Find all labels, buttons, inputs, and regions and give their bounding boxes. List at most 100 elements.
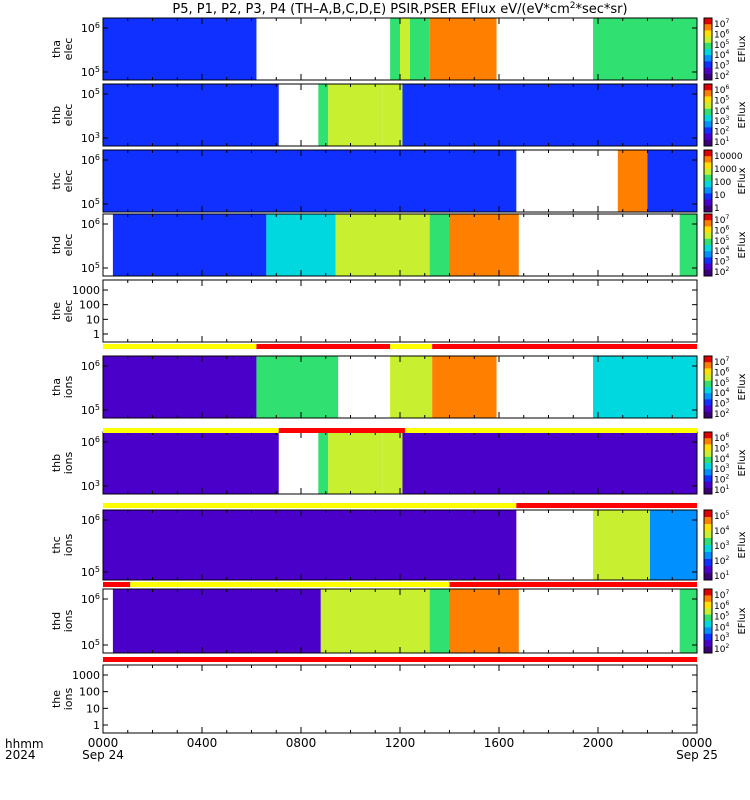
y-tick-label: 103 <box>81 479 100 493</box>
mode-bar-segment <box>103 503 517 508</box>
y-tick-label: 106 <box>81 359 100 373</box>
colorbar-tick-label: 103 <box>714 540 729 552</box>
title-tail: *sec*sr) <box>575 2 627 17</box>
colorbar-tick-label-exp: 5 <box>725 39 729 46</box>
colorbar-tick-label-exp: 1 <box>725 570 729 577</box>
y-tick-label-base: 10 <box>81 262 95 275</box>
colorbar-tick-label-exp: 2 <box>725 70 729 77</box>
spectrogram-block <box>400 18 410 80</box>
colorbar-swatch <box>704 646 712 654</box>
colorbar-label: EFlux <box>737 231 748 258</box>
panel-the-ions: theions 1000 100 10 1 <box>50 664 698 734</box>
colorbar-swatch <box>704 368 712 376</box>
colorbar-tick-label-base: 10 <box>714 602 726 612</box>
y-tick-label-base: 1000 <box>72 669 100 682</box>
y-tick-label-exp: 6 <box>95 217 100 226</box>
colorbar-swatch <box>704 187 712 194</box>
colorbar-tick-label-base: 10 <box>714 258 726 268</box>
panel-ylabel-line2: elec <box>62 170 75 193</box>
y-tick-label-base: 10 <box>81 198 95 211</box>
colorbar-tick-label-base: 10 <box>714 117 726 127</box>
colorbar-tick-label-base: 10 <box>714 410 726 420</box>
colorbar-swatch <box>704 387 712 394</box>
colorbar-swatch <box>704 380 712 388</box>
y-tick-label: 106 <box>81 217 100 231</box>
time-tick-label: 0400 <box>187 736 218 750</box>
title-superscript: 2 <box>570 1 576 11</box>
colorbar-frame <box>703 149 713 213</box>
spectrogram-block <box>402 84 697 146</box>
y-tick-label-base: 10 <box>81 154 95 167</box>
y-tick-label-exp: 6 <box>95 153 100 162</box>
colorbar-tick-label: 102 <box>714 408 729 420</box>
colorbar-swatch <box>704 475 712 483</box>
colorbar-tick-label-base: 10 <box>714 623 726 633</box>
panel-ylabel-line2: ions <box>62 375 75 398</box>
colorbar-frame <box>703 83 713 147</box>
colorbar-swatch <box>704 411 712 419</box>
colorbar-swatch <box>704 566 712 574</box>
y-tick-label: 105 <box>81 403 100 417</box>
colorbar-frame <box>703 213 713 277</box>
colorbar-swatch <box>704 181 712 188</box>
panel-ylabel: thaelec <box>50 38 75 61</box>
panel-ylabel-line1: thc <box>50 172 63 189</box>
title-main: P5, P1, P2, P3, P4 (TH–A,B,C,D,E) PSIR,P… <box>172 2 569 17</box>
colorbar-tick-label: 106 <box>714 28 729 40</box>
colorbar-tick-label: 104 <box>714 105 729 117</box>
y-tick-label: 10 <box>86 702 100 715</box>
colorbar-swatch <box>704 444 712 452</box>
colorbar-swatch <box>704 450 712 458</box>
colorbar-swatch <box>704 545 712 553</box>
colorbar-tick-label: 106 <box>714 432 729 444</box>
colorbar-swatch <box>704 36 712 44</box>
spectrogram-block <box>449 589 519 653</box>
time-axis-row-label-year: 2024 <box>5 748 36 762</box>
colorbar-tick-label-base: 10 <box>714 86 726 96</box>
colorbar-tick-label-exp: 3 <box>725 115 729 122</box>
colorbar-tick-label: 107 <box>714 589 729 601</box>
colorbar-tick-label-base: 10 <box>714 226 726 236</box>
colorbar-swatch <box>704 90 712 97</box>
colorbar-tick-label: 102 <box>714 126 729 138</box>
colorbar-label: EFlux <box>737 101 748 128</box>
colorbar-swatch <box>704 115 712 122</box>
panel-ylabel: theions <box>50 687 75 710</box>
colorbar-tick-label-base: 10 <box>714 237 726 247</box>
colorbar-tick-label-exp: 2 <box>725 266 729 273</box>
colorbar-swatch <box>704 108 712 116</box>
y-tick-label: 103 <box>81 131 100 145</box>
panel-ylabel-line1: the <box>50 302 63 320</box>
colorbar-label: EFlux <box>737 167 748 194</box>
colorbar-swatch <box>704 162 712 170</box>
colorbar-tick-label: 105 <box>714 377 729 389</box>
y-tick-label-exp: 5 <box>95 197 100 206</box>
y-tick-label: 100 <box>79 686 100 699</box>
colorbar-swatch <box>704 133 712 141</box>
y-tick-label: 106 <box>81 592 100 606</box>
spectrogram-block <box>103 510 517 580</box>
y-tick-label: 106 <box>81 513 100 527</box>
colorbar-frame <box>703 355 713 419</box>
spectrogram-block <box>432 356 497 418</box>
mode-bar-segment <box>130 582 450 587</box>
y-tick-label: 106 <box>81 153 100 167</box>
colorbar-swatch <box>704 640 712 648</box>
colorbar-frame <box>703 17 713 81</box>
colorbar-tick-label-base: 1 <box>714 204 720 214</box>
colorbar-tick-label: 104 <box>714 621 729 633</box>
colorbar-swatch <box>704 251 712 258</box>
colorbar-swatch <box>704 55 712 62</box>
mode-bar-segment <box>404 428 697 433</box>
y-tick-label-exp: 5 <box>95 261 100 270</box>
colorbar-swatch <box>704 24 712 31</box>
y-tick-label-base: 10 <box>81 566 95 579</box>
mode-bar-segment <box>103 582 131 587</box>
colorbar-tick-label-base: 10 <box>714 20 726 30</box>
